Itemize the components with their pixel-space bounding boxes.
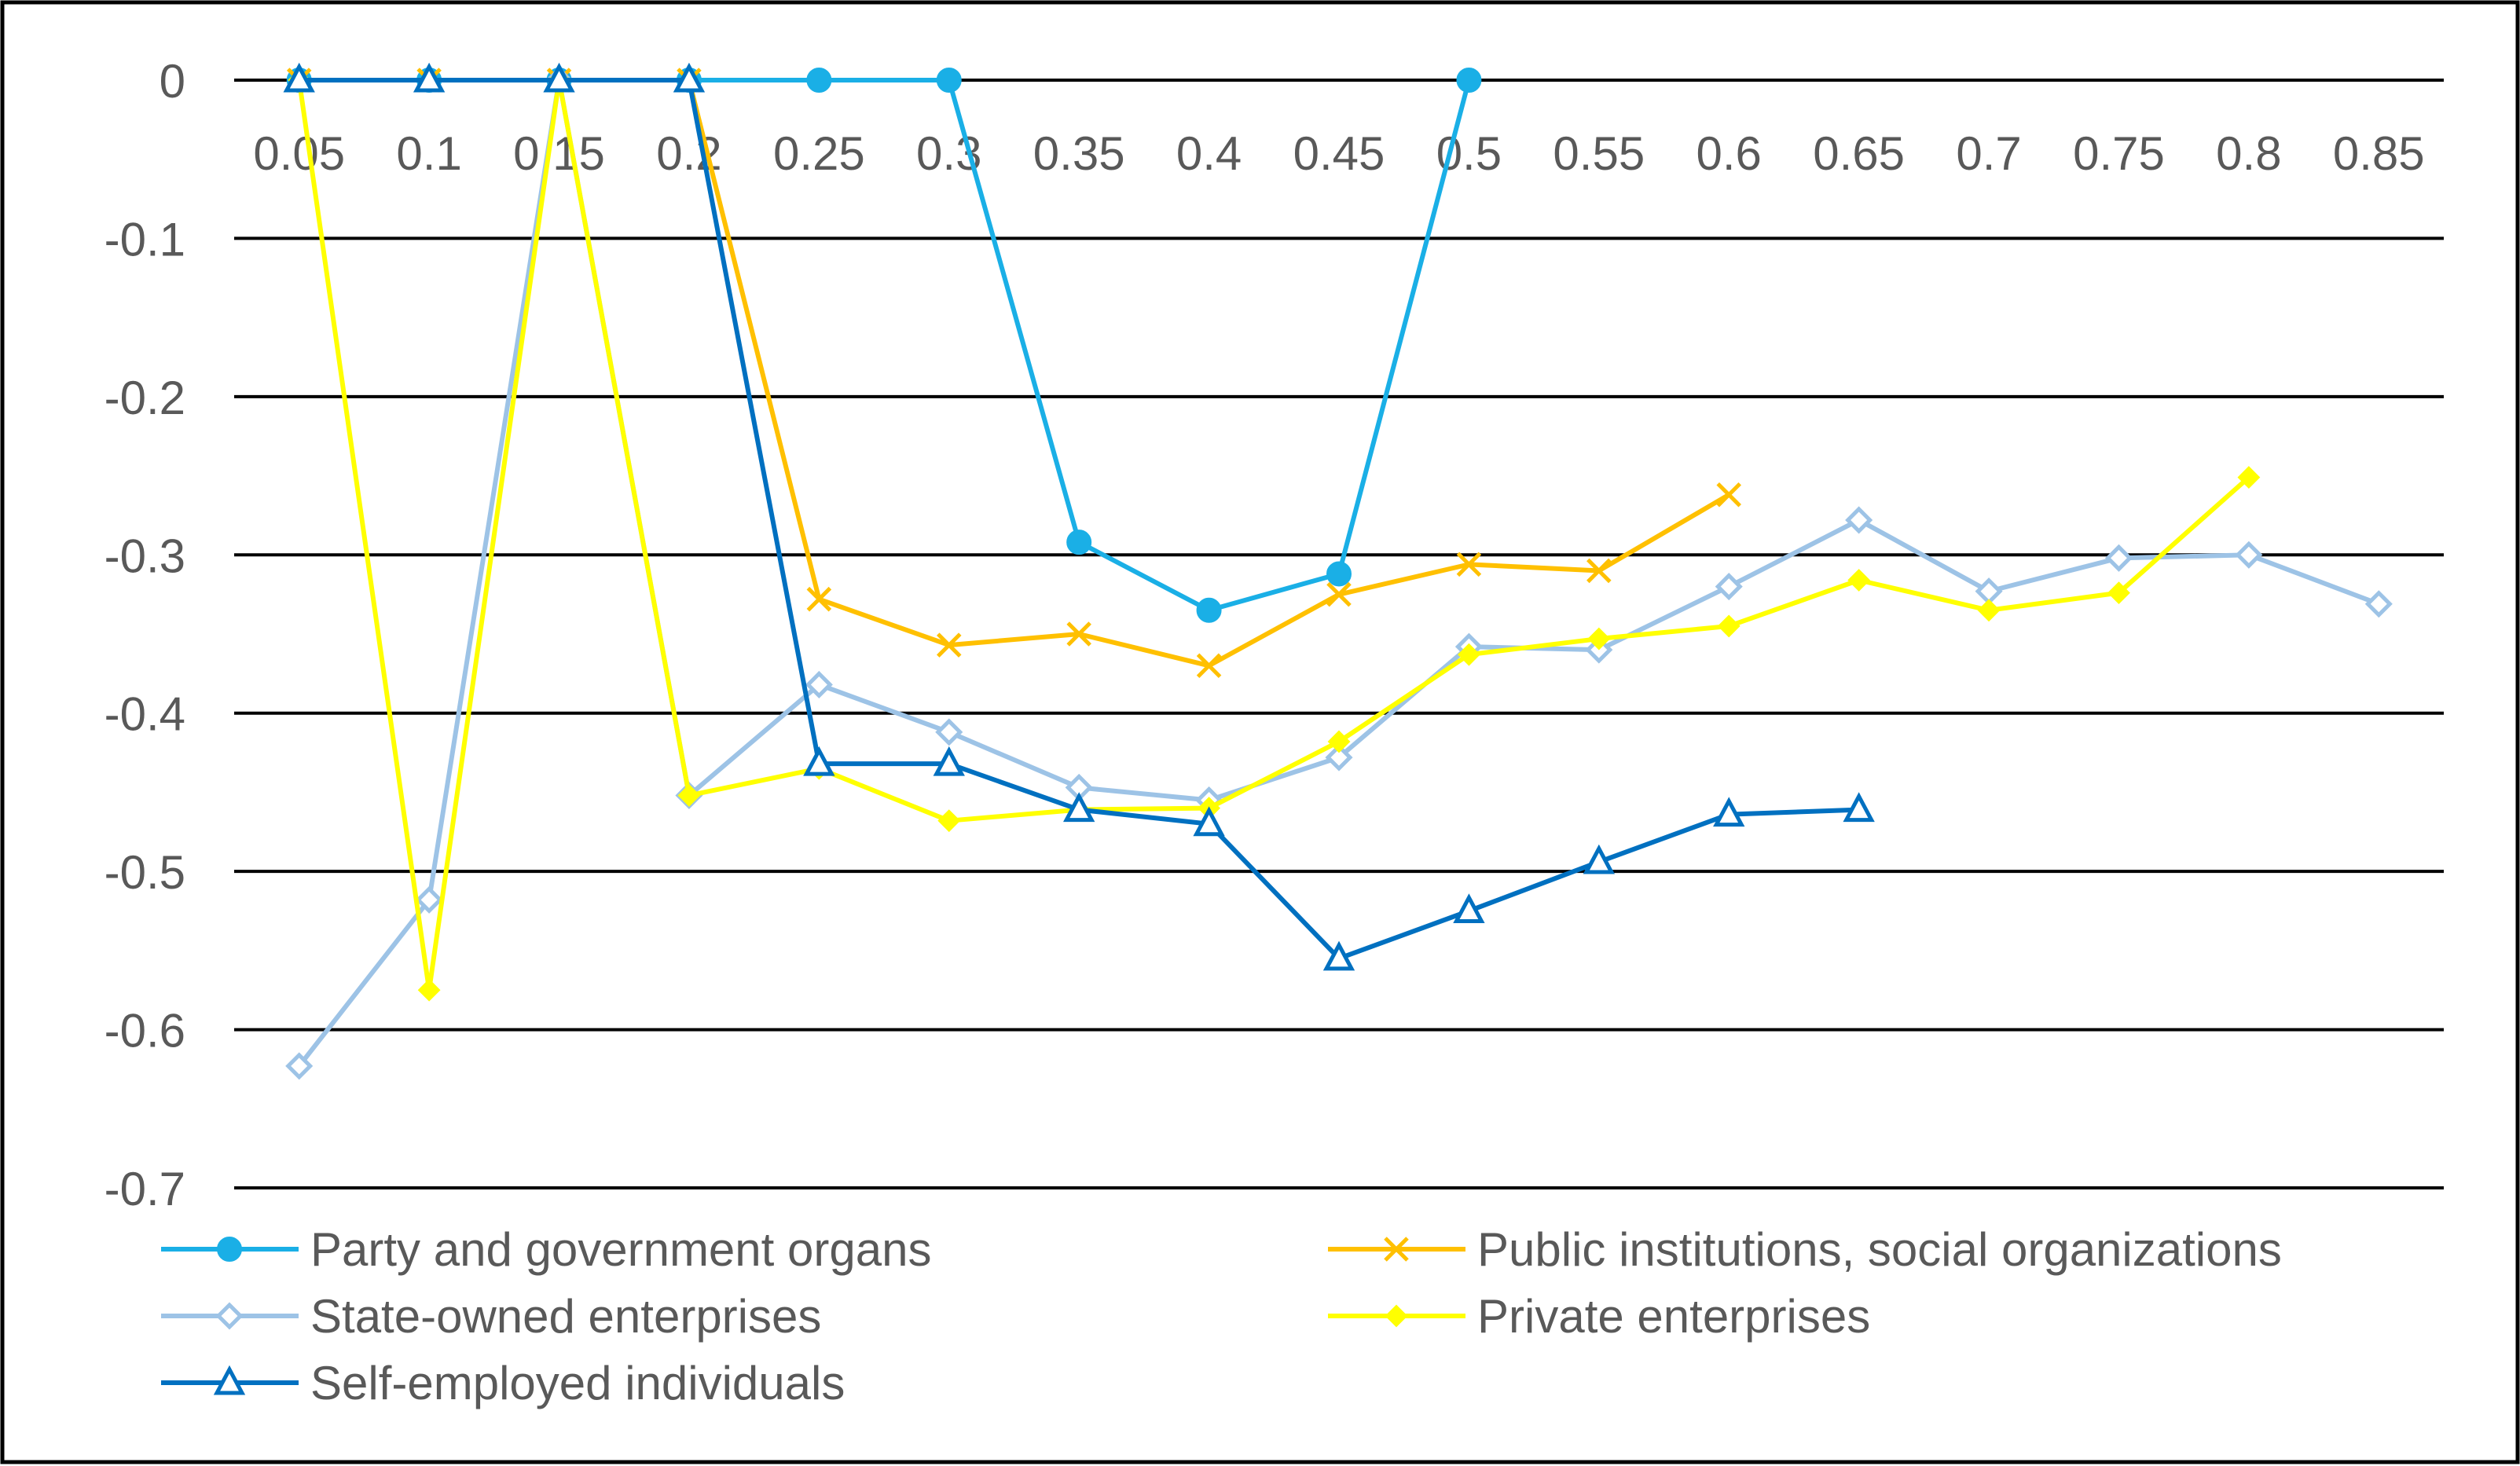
legend-marker bbox=[213, 1365, 246, 1395]
legend: Party and government organs Public instit… bbox=[161, 1223, 2282, 1409]
legend-marker bbox=[1385, 1304, 1408, 1328]
data-point bbox=[803, 746, 835, 776]
data-point bbox=[1977, 599, 2001, 622]
x-tick-label: 0.8 bbox=[2216, 127, 2281, 180]
data-point bbox=[1456, 552, 1482, 577]
data-point bbox=[543, 62, 575, 93]
data-point bbox=[933, 746, 965, 776]
series-5 bbox=[283, 62, 1875, 971]
data-point bbox=[415, 885, 443, 914]
data-point bbox=[1063, 792, 1095, 823]
data-point bbox=[1325, 743, 1353, 771]
x-tick-label: 0.15 bbox=[513, 127, 605, 180]
data-point bbox=[1327, 730, 1351, 753]
data-point bbox=[1066, 530, 1092, 555]
data-point bbox=[417, 978, 441, 1002]
data-point bbox=[1587, 627, 1611, 651]
legend-label: Self-employed individuals bbox=[310, 1357, 845, 1409]
data-point bbox=[1196, 597, 1222, 623]
y-tick-label: -0.6 bbox=[105, 1005, 185, 1057]
x-tick-label: 0.35 bbox=[1033, 127, 1125, 180]
y-tick-label: -0.3 bbox=[105, 530, 185, 582]
data-point bbox=[1453, 893, 1485, 923]
data-point bbox=[1326, 561, 1352, 587]
data-point bbox=[673, 62, 706, 93]
x-tick-label: 0.45 bbox=[1293, 127, 1385, 180]
data-point bbox=[1457, 643, 1480, 666]
y-tick-label: -0.5 bbox=[105, 846, 185, 899]
legend-item: Private enterprises bbox=[1328, 1290, 1870, 1343]
data-point bbox=[1845, 506, 1873, 534]
y-tick-label: 0 bbox=[160, 55, 185, 108]
x-tick-label: 0.6 bbox=[1697, 127, 1762, 180]
data-point bbox=[1196, 653, 1222, 679]
data-point bbox=[935, 718, 963, 746]
y-tick-label: -0.1 bbox=[105, 213, 185, 266]
data-point bbox=[283, 62, 315, 93]
data-point bbox=[1066, 621, 1091, 647]
x-tick-label: 0.55 bbox=[1553, 127, 1645, 180]
x-axis-tick-labels: 0.05 0.1 0.15 0.2 0.25 0.3 0.35 0.4 0.45 0.5 0.55 0… bbox=[253, 127, 2424, 180]
data-point bbox=[2364, 590, 2393, 618]
legend-marker bbox=[217, 1237, 242, 1262]
x-tick-label: 0.4 bbox=[1176, 127, 1242, 180]
data-point bbox=[937, 809, 961, 833]
y-axis-tick-labels: 0 -0.1 -0.2 -0.3 -0.4 -0.5 -0.6 -0.7 bbox=[105, 55, 185, 1215]
data-point bbox=[1583, 844, 1615, 874]
x-tick-label: 0.85 bbox=[2333, 127, 2425, 180]
legend-item: Party and government organs bbox=[161, 1223, 931, 1276]
legend-label: Public institutions, social organization… bbox=[1477, 1223, 2282, 1276]
data-point bbox=[1843, 792, 1875, 823]
data-point bbox=[1193, 806, 1225, 837]
legend-item: Self-employed individuals bbox=[161, 1357, 845, 1409]
x-tick-label: 0.75 bbox=[2073, 127, 2165, 180]
series-4 bbox=[288, 68, 2261, 1002]
data-point bbox=[2235, 541, 2263, 569]
data-point bbox=[1586, 558, 1612, 584]
data-point bbox=[1713, 797, 1745, 827]
x-tick-label: 0.1 bbox=[396, 127, 461, 180]
data-point bbox=[1847, 569, 1871, 592]
data-point bbox=[2237, 466, 2261, 489]
data-point bbox=[806, 586, 832, 612]
legend-label: Party and government organs bbox=[310, 1223, 931, 1276]
x-tick-label: 0.7 bbox=[1956, 127, 2021, 180]
y-tick-label: -0.2 bbox=[105, 372, 185, 424]
data-point bbox=[2107, 581, 2130, 605]
legend-item: State-owned enterprises bbox=[161, 1290, 821, 1343]
data-point bbox=[1326, 581, 1352, 607]
y-tick-label: -0.4 bbox=[105, 688, 185, 741]
data-point bbox=[1715, 573, 1743, 601]
data-point bbox=[2104, 544, 2133, 572]
legend-label: State-owned enterprises bbox=[310, 1290, 821, 1343]
data-point bbox=[1456, 68, 1482, 93]
data-point bbox=[806, 68, 832, 93]
data-point bbox=[1716, 482, 1742, 508]
data-point bbox=[1717, 614, 1741, 638]
series-line bbox=[296, 78, 2250, 993]
x-tick-label: 0.25 bbox=[773, 127, 865, 180]
data-point bbox=[936, 68, 962, 93]
data-point bbox=[285, 1052, 314, 1080]
legend-marker bbox=[1384, 1237, 1409, 1262]
data-point bbox=[1322, 940, 1355, 971]
x-tick-label: 0.05 bbox=[253, 127, 345, 180]
y-tick-label: -0.7 bbox=[105, 1163, 185, 1215]
data-point bbox=[936, 632, 962, 658]
legend-item: Public institutions, social organization… bbox=[1328, 1223, 2282, 1276]
x-tick-label: 0.65 bbox=[1813, 127, 1905, 180]
data-point bbox=[677, 784, 701, 807]
data-point bbox=[413, 62, 446, 93]
legend-marker bbox=[215, 1302, 244, 1330]
series-lines bbox=[283, 62, 2393, 1080]
data-point bbox=[805, 670, 833, 698]
legend-label: Private enterprises bbox=[1477, 1290, 1870, 1343]
